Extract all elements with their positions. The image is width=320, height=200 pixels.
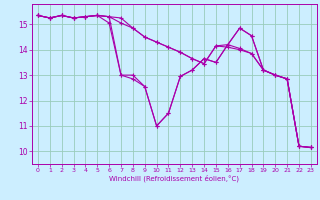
X-axis label: Windchill (Refroidissement éolien,°C): Windchill (Refroidissement éolien,°C) <box>109 175 239 182</box>
